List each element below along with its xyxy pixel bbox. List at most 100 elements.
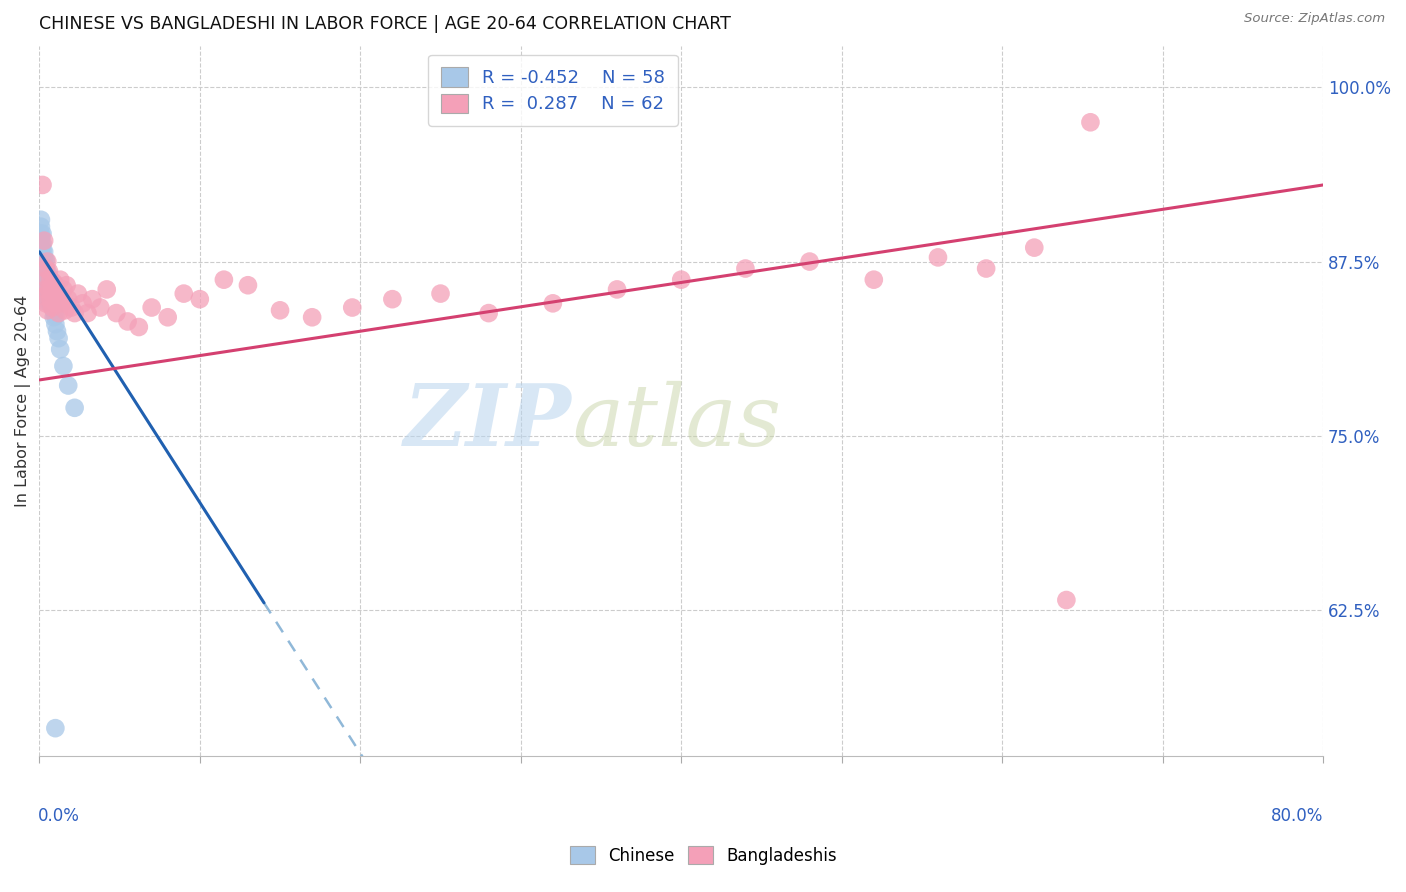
Text: atlas: atlas <box>572 381 782 464</box>
Point <box>44 296 66 310</box>
Point <box>41 292 63 306</box>
Point <box>31 227 53 241</box>
Point <box>35 253 58 268</box>
Point <box>301 310 323 325</box>
Point <box>44 721 66 735</box>
Point <box>35 261 58 276</box>
Point <box>862 273 884 287</box>
Point <box>42 310 65 325</box>
Point <box>39 292 62 306</box>
Point <box>30 268 52 283</box>
Point <box>30 244 52 258</box>
Point <box>76 306 98 320</box>
Point <box>38 282 60 296</box>
Point <box>606 282 628 296</box>
Point <box>156 310 179 325</box>
Point <box>37 278 59 293</box>
Point <box>173 286 195 301</box>
Point <box>927 251 949 265</box>
Point <box>35 282 58 296</box>
Point <box>31 259 53 273</box>
Point <box>799 254 821 268</box>
Point <box>32 279 55 293</box>
Point <box>48 306 70 320</box>
Point <box>30 219 52 234</box>
Point <box>37 285 59 300</box>
Point <box>37 254 59 268</box>
Point <box>269 303 291 318</box>
Point <box>49 343 72 357</box>
Point <box>53 303 76 318</box>
Point <box>37 303 59 318</box>
Point <box>212 273 235 287</box>
Point <box>60 301 83 315</box>
Point <box>1054 593 1077 607</box>
Point <box>37 293 59 308</box>
Point <box>31 251 53 265</box>
Point <box>381 292 404 306</box>
Point <box>342 301 364 315</box>
Point <box>89 301 111 315</box>
Point <box>1024 241 1046 255</box>
Point <box>37 273 59 287</box>
Point <box>63 401 86 415</box>
Point <box>35 261 58 276</box>
Point <box>82 292 104 306</box>
Point <box>46 286 69 301</box>
Point <box>66 286 89 301</box>
Point <box>63 306 86 320</box>
Point <box>55 278 77 293</box>
Point <box>31 285 53 300</box>
Point <box>31 244 53 258</box>
Text: ZIP: ZIP <box>405 380 572 464</box>
Point <box>429 286 451 301</box>
Point <box>188 292 211 306</box>
Point <box>72 296 94 310</box>
Point <box>52 282 75 296</box>
Point <box>32 252 55 266</box>
Point <box>42 276 65 290</box>
Point <box>541 296 564 310</box>
Point <box>35 296 58 310</box>
Text: Source: ZipAtlas.com: Source: ZipAtlas.com <box>1244 12 1385 25</box>
Point <box>30 261 52 276</box>
Text: 0.0%: 0.0% <box>38 807 80 825</box>
Y-axis label: In Labor Force | Age 20-64: In Labor Force | Age 20-64 <box>15 294 31 507</box>
Point <box>58 292 80 306</box>
Point <box>30 231 52 245</box>
Point <box>41 301 63 315</box>
Point <box>141 301 163 315</box>
Point <box>105 306 128 320</box>
Point <box>30 254 52 268</box>
Point <box>44 309 66 323</box>
Point <box>30 227 52 241</box>
Point <box>32 273 55 287</box>
Point <box>48 292 70 306</box>
Point <box>52 359 75 373</box>
Point <box>44 317 66 331</box>
Point <box>51 296 73 310</box>
Point <box>58 378 80 392</box>
Point <box>96 282 118 296</box>
Point <box>49 273 72 287</box>
Point <box>39 281 62 295</box>
Point <box>32 259 55 273</box>
Point <box>974 261 997 276</box>
Point <box>42 289 65 303</box>
Point <box>31 293 53 308</box>
Point <box>46 324 69 338</box>
Point <box>31 236 53 251</box>
Point <box>38 286 60 301</box>
Point <box>32 267 55 281</box>
Point <box>117 314 139 328</box>
Point <box>35 276 58 290</box>
Point <box>35 289 58 303</box>
Point <box>32 289 55 303</box>
Point <box>37 271 59 285</box>
Point <box>48 331 70 345</box>
Point <box>32 289 55 303</box>
Point <box>37 264 59 278</box>
Point <box>31 278 53 293</box>
Point <box>31 178 53 192</box>
Point <box>671 273 693 287</box>
